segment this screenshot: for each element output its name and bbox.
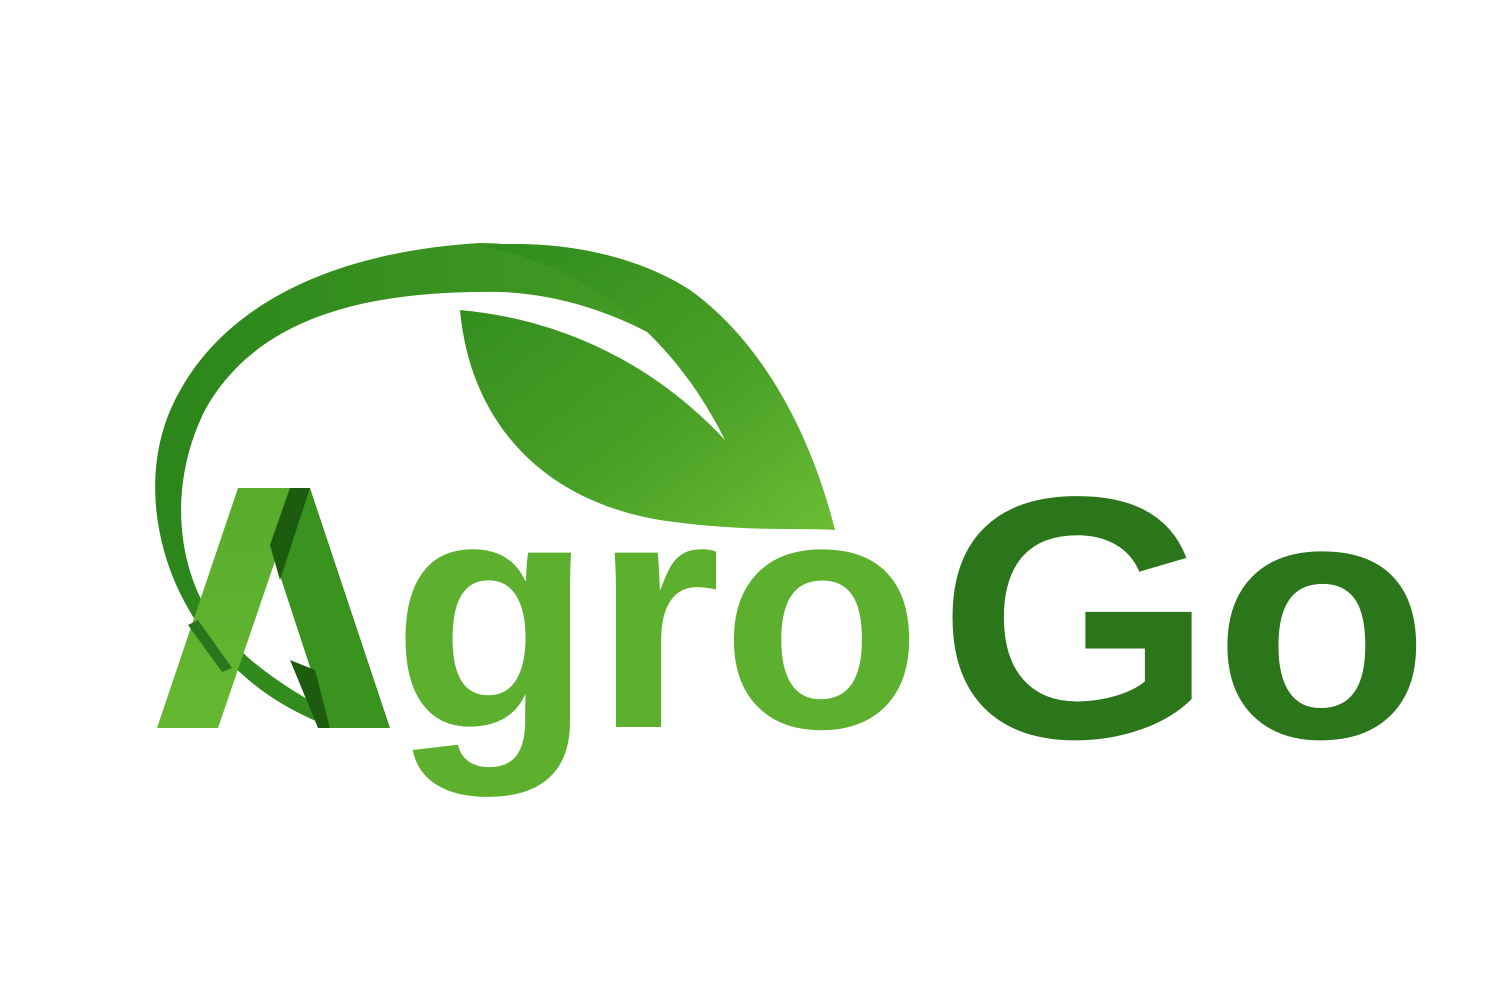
brand-go-text: Go [938,426,1430,811]
brand-agro-text: gro [392,428,922,799]
leaf-icon [460,243,835,530]
letter-a-mark [157,488,390,728]
